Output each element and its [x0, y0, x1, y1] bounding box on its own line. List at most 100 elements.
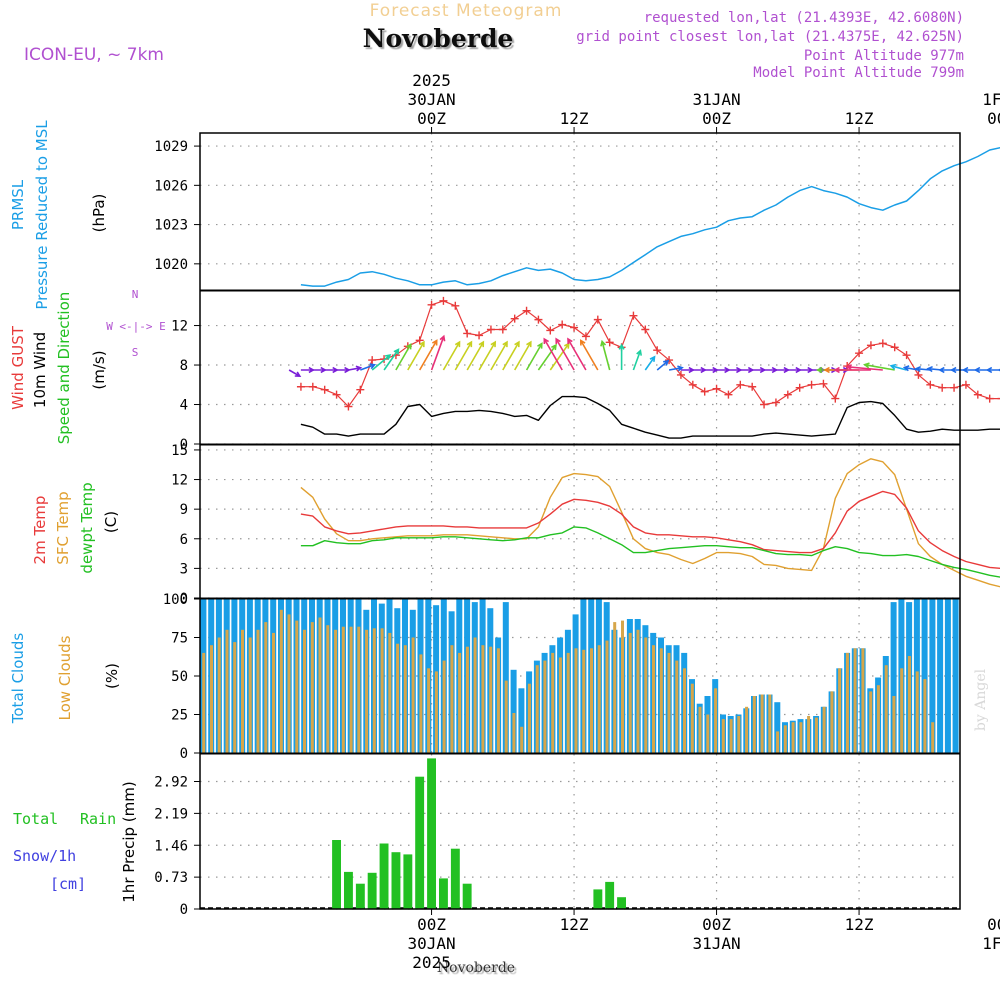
pressure-ytick-label: 1026	[154, 178, 188, 194]
low-cloud-bar	[636, 629, 640, 753]
low-cloud-bar	[225, 629, 229, 753]
rain-bar	[427, 758, 436, 909]
wind-arrow	[618, 343, 625, 370]
gust-marker	[320, 385, 329, 394]
gust-marker	[771, 398, 780, 407]
temp-ytick-label: 0	[180, 591, 188, 607]
wind-arrow	[740, 366, 755, 374]
gust-marker	[831, 394, 840, 403]
low-cloud-bar	[396, 643, 400, 753]
total-cloud-bar	[921, 599, 928, 753]
gust-marker	[522, 306, 531, 315]
gust-marker	[344, 402, 353, 411]
low-cloud-bar	[714, 688, 718, 753]
low-cloud-bar	[349, 626, 353, 753]
low-cloud-bar	[652, 645, 655, 753]
total-cloud-bar	[937, 599, 944, 753]
precip-ytick-label: 0.73	[154, 870, 188, 886]
low-cloud-bar	[799, 722, 803, 753]
low-cloud-bar	[434, 671, 438, 753]
low-cloud-bar	[931, 722, 935, 753]
wind-arrow	[288, 369, 302, 378]
gust-marker	[700, 387, 709, 396]
gust-marker	[914, 370, 923, 379]
gust-marker	[878, 339, 887, 348]
gust-marker	[712, 384, 721, 393]
temperature-panel: 0 3 6 9 12 15	[171, 443, 1000, 607]
wind-arrow	[466, 340, 485, 371]
top-time-label: 00Z	[987, 109, 1000, 128]
low-cloud-bar	[915, 671, 919, 753]
gust-marker	[985, 394, 994, 403]
top-time-label: 12Z	[560, 109, 589, 128]
rain-bar	[462, 883, 472, 909]
pressure-ytick-label: 1029	[154, 139, 188, 155]
bottom-time-label: 12Z	[845, 915, 874, 934]
low-cloud-bar	[318, 617, 322, 753]
gust-marker	[451, 301, 460, 310]
low-cloud-bar	[776, 731, 780, 753]
temperature-labels: 2m Temp SFC Temp dewpt Temp (C)	[31, 482, 120, 573]
wind-arrow	[752, 366, 767, 374]
wind-arrow	[579, 339, 599, 371]
wind-arrow	[537, 343, 557, 371]
clouds-ytick-label: 25	[171, 708, 188, 724]
low-cloud-bar	[295, 620, 299, 753]
top-time-label: 31JAN	[692, 90, 740, 109]
wind-arrow	[716, 366, 731, 374]
msl-label: Pressure Reduced to MSL	[33, 120, 51, 310]
low-cloud-bar	[574, 648, 578, 753]
rain-bar	[593, 889, 603, 909]
wind-arrow	[680, 366, 695, 374]
sfc-temp-line	[300, 458, 1000, 588]
rain-bar	[379, 843, 389, 909]
temp-ytick-label: 6	[180, 532, 188, 548]
low-cloud-bar	[752, 696, 756, 753]
low-cloud-bar	[807, 716, 811, 753]
low-cloud-bar	[279, 609, 283, 753]
gust-marker	[973, 390, 982, 399]
gust-marker	[866, 341, 875, 350]
rain-label: Rain	[80, 810, 116, 828]
wind-arrow	[889, 363, 907, 371]
low-cloud-bar	[403, 645, 407, 753]
gust-marker	[356, 385, 365, 394]
wind-arrow	[704, 366, 719, 374]
rain-bar	[391, 852, 401, 909]
model-label: ICON-EU, ~ 7km	[24, 45, 164, 65]
rain-bar	[344, 871, 353, 909]
wind-ytick-label: 4	[180, 398, 188, 414]
clouds-panel: 0 25 50 75 100	[163, 592, 960, 762]
wind-arrow	[656, 359, 670, 371]
compass-s: S	[132, 346, 139, 359]
wind-arrow	[371, 354, 392, 371]
low-cloud-bar	[256, 629, 260, 753]
wind-ytick-label: 0	[180, 437, 188, 453]
total-cloud-bar	[502, 602, 509, 753]
precip-ytick-label: 2.19	[154, 806, 188, 822]
gridpoint-coords: grid point closest lon,lat (21.4375E, 42…	[576, 29, 964, 45]
gust-marker	[581, 332, 590, 341]
pressure-line	[300, 146, 1000, 287]
low-cloud-bar	[365, 629, 369, 753]
low-cloud-bar	[551, 652, 555, 753]
precip-ytick-label: 1.46	[154, 838, 188, 854]
pressure-ytick-label: 1020	[154, 257, 188, 273]
low-cloud-bar	[326, 625, 330, 753]
low-cloud-bar	[427, 668, 431, 753]
wind-arrow	[478, 340, 497, 371]
requested-coords: requested lon,lat (21.4393E, 42.6080N)	[644, 10, 964, 26]
low-cloud-bar	[745, 706, 749, 753]
wind-arrow	[525, 342, 543, 371]
rain-bar	[403, 854, 413, 909]
top-time-label: 30JAN	[407, 90, 455, 109]
temp-ytick-label: 9	[180, 502, 188, 518]
wind-arrow	[502, 340, 520, 371]
top-time-label: 1FEB	[982, 90, 1000, 109]
wind-arrow	[395, 342, 412, 371]
chart-frame	[199, 127, 961, 915]
low-cloud-bar	[698, 706, 702, 753]
low-cloud-bar	[892, 696, 896, 753]
low-cloud-bar	[458, 652, 462, 753]
low-cloud-bar	[210, 645, 213, 753]
